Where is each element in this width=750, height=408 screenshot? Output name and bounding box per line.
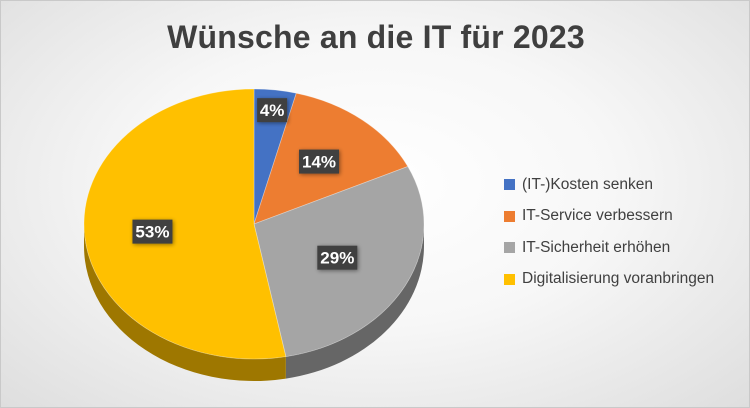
legend-swatch bbox=[504, 273, 515, 285]
data-label: 53% bbox=[132, 219, 173, 244]
pie-slice-side bbox=[285, 224, 424, 379]
legend-item: Digitalisierung voranbringen bbox=[504, 268, 714, 291]
pie-slice bbox=[83, 88, 287, 360]
legend-label: (IT-)Kosten senken bbox=[522, 175, 653, 193]
data-label: 14% bbox=[299, 149, 340, 174]
legend-label: IT-Service verbessern bbox=[522, 207, 673, 224]
data-label: 29% bbox=[317, 245, 358, 270]
legend-item: IT-Service verbessern bbox=[504, 205, 714, 228]
pie-slice bbox=[253, 88, 297, 225]
pie-sides bbox=[84, 224, 424, 381]
legend: (IT-)Kosten senken IT-Service verbessern… bbox=[504, 173, 714, 299]
pie-slice-side bbox=[84, 224, 286, 381]
data-label-box bbox=[317, 245, 358, 270]
legend-swatch bbox=[504, 179, 515, 190]
data-label: 4% bbox=[257, 98, 288, 123]
legend-item: IT-Sicherheit erhöhen bbox=[504, 236, 714, 259]
data-label-box bbox=[132, 219, 173, 244]
data-label-text: 29% bbox=[320, 249, 354, 268]
data-label-box bbox=[299, 149, 340, 174]
data-label-text: 53% bbox=[135, 223, 169, 242]
legend-label: IT-Sicherheit erhöhen bbox=[522, 238, 671, 256]
data-label-text: 4% bbox=[260, 101, 285, 120]
data-label-box bbox=[257, 98, 288, 123]
pie-labels: 4% 14% 29% 53% bbox=[132, 98, 358, 270]
legend-swatch bbox=[504, 242, 515, 253]
legend-label: Digitalisierung voranbringen bbox=[522, 270, 715, 287]
data-label-text: 14% bbox=[302, 153, 336, 172]
pie-top bbox=[83, 88, 425, 360]
legend-swatch bbox=[504, 210, 515, 222]
legend-item: (IT-)Kosten senken bbox=[504, 173, 714, 196]
chart-title: Wünsche an die IT für 2023 bbox=[167, 19, 585, 55]
